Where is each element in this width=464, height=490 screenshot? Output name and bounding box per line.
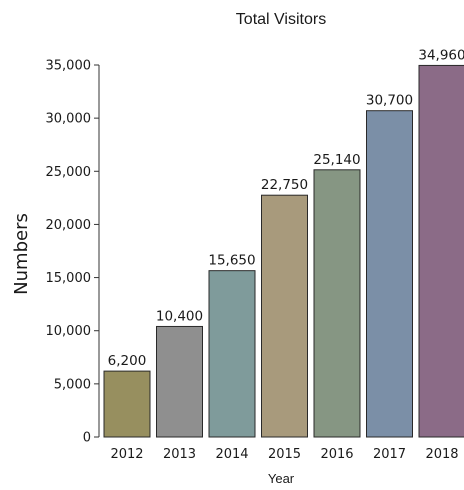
x-tick-label: 2017 (373, 447, 406, 462)
bar-2012 (103, 370, 151, 438)
x-axis-label: Year (268, 471, 295, 486)
y-tick-label: 20,000 (46, 218, 92, 233)
bar-2013 (156, 325, 203, 438)
plot-area: 0 5,000 10,000 15,000 20,000 25,000 30,000 35,0… (46, 47, 464, 462)
data-label: 25,140 (313, 152, 360, 168)
x-tick-label: 2012 (110, 447, 143, 462)
y-tick-label: 35,000 (46, 59, 92, 74)
x-tick-label: 2016 (320, 447, 353, 462)
bar-2015 (261, 194, 308, 438)
y-tick-label: 25,000 (46, 165, 92, 180)
y-tick-label: 15,000 (46, 271, 92, 286)
y-tick-label: 5,000 (54, 377, 91, 392)
data-label: 34,960 (418, 47, 464, 63)
y-tick-label: 0 (83, 431, 91, 446)
data-label: 10,400 (156, 308, 203, 324)
y-tick-label: 10,000 (46, 324, 92, 339)
x-tick-label: 2015 (268, 447, 301, 462)
data-label: 30,700 (366, 93, 413, 109)
chart-title: Total Visitors (236, 11, 326, 28)
data-label: 15,650 (208, 253, 255, 269)
x-tick-label: 2013 (163, 447, 196, 462)
data-label: 22,750 (261, 177, 308, 193)
x-tick-label: 2014 (215, 447, 248, 462)
y-tick-label: 30,000 (46, 112, 92, 127)
bar-2017 (366, 110, 413, 438)
bar-2016 (313, 169, 361, 438)
y-axis-label: Numbers (11, 213, 32, 295)
bar-2014 (208, 270, 256, 438)
bar-2018 (418, 64, 464, 438)
x-tick-label: 2018 (425, 447, 458, 462)
data-label: 6,200 (108, 353, 147, 369)
